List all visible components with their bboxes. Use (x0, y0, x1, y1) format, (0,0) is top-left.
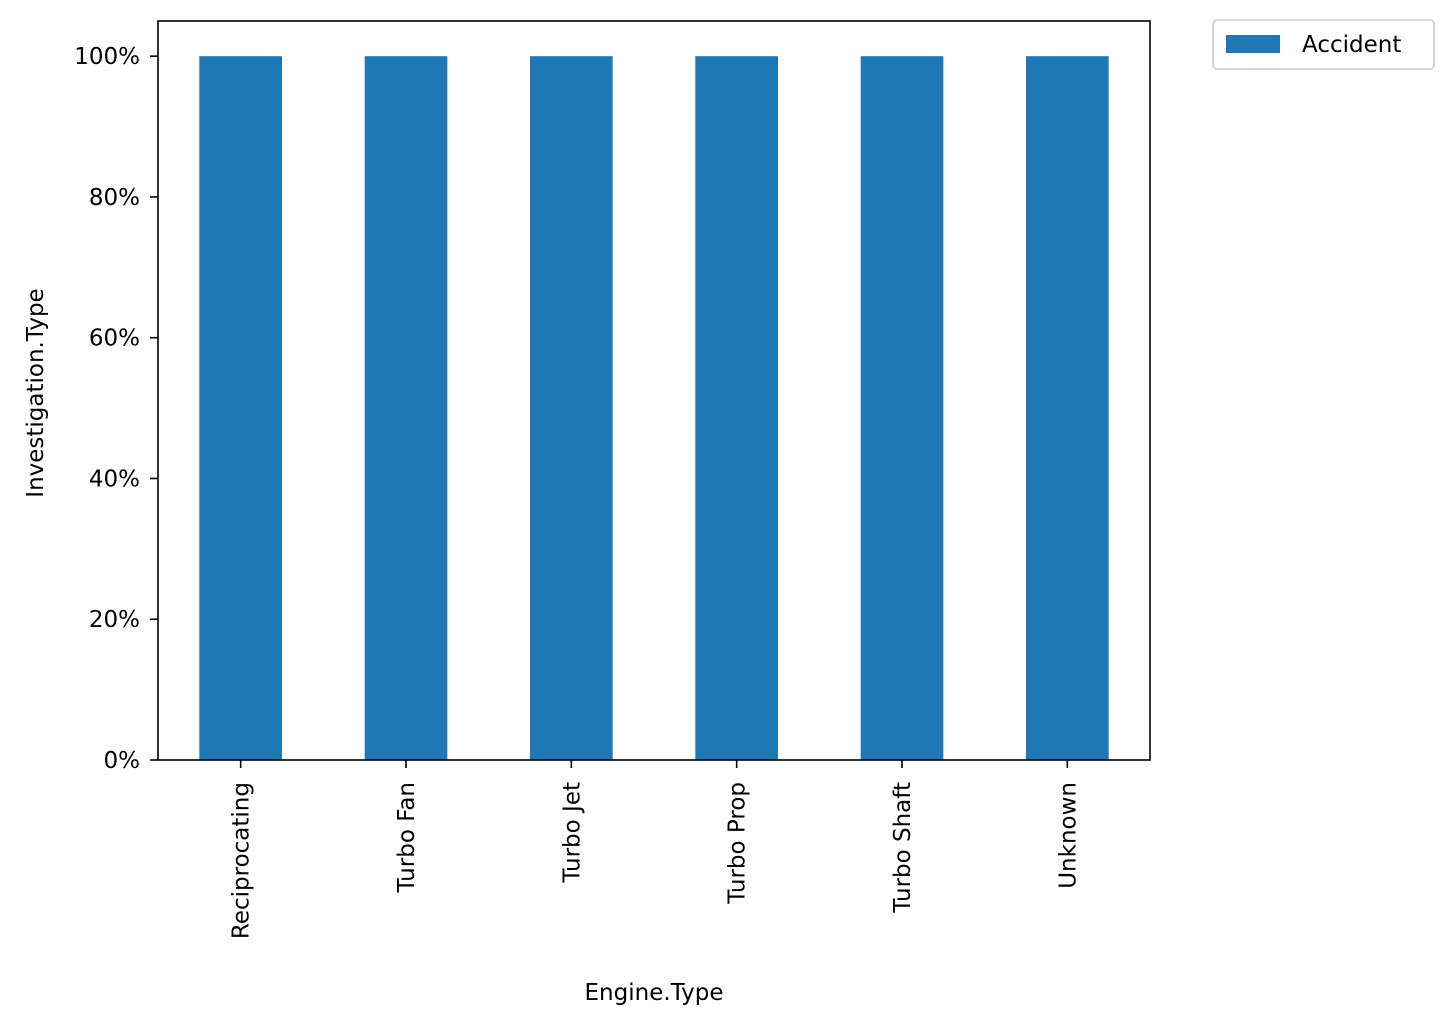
plot-frame (157, 20, 1151, 761)
x-tick-label: Unknown (1055, 782, 1081, 889)
x-tick-label: Turbo Fan (394, 782, 420, 893)
bar-turbo-prop (695, 56, 778, 760)
y-tick-label: 40% (89, 466, 140, 492)
y-tick-label: 60% (89, 326, 140, 352)
legend: Accident (1212, 19, 1435, 70)
bar-turbo-jet (530, 56, 613, 760)
y-axis-title: Investigation.Type (23, 288, 49, 497)
bar-unknown (1026, 56, 1109, 760)
x-axis-title: Engine.Type (585, 980, 724, 1006)
y-tick-label: 0% (104, 748, 141, 774)
legend-label-accident: Accident (1302, 32, 1401, 58)
y-axis: 0% 20% 40% 60% 80% 100% (74, 44, 158, 774)
bar-reciprocating (199, 56, 282, 760)
x-tick-label: Turbo Shaft (890, 782, 916, 914)
legend-swatch-accident (1226, 35, 1280, 53)
x-tick-label: Turbo Prop (725, 782, 751, 905)
legend-frame (1212, 19, 1435, 70)
x-tick-label: Turbo Jet (559, 782, 585, 884)
x-axis: Reciprocating Turbo Fan Turbo Jet Turbo Pro… (229, 760, 1081, 939)
bar-turbo-shaft (860, 56, 944, 760)
bars-group (199, 56, 1109, 760)
y-tick-label: 80% (89, 185, 140, 211)
y-tick-label: 100% (74, 44, 140, 70)
bar-turbo-fan (364, 56, 448, 760)
y-tick-label: 20% (89, 607, 140, 633)
x-tick-label: Reciprocating (229, 782, 255, 939)
